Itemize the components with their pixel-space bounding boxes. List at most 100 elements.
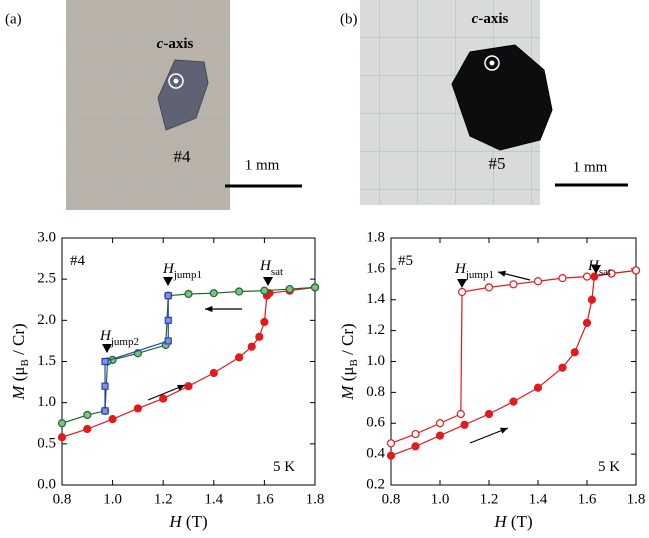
x-tick-label: 1.2 bbox=[480, 491, 499, 507]
marker bbox=[559, 364, 566, 371]
marker bbox=[256, 333, 263, 340]
marker bbox=[236, 288, 243, 295]
marker bbox=[437, 420, 444, 427]
marker bbox=[84, 412, 91, 419]
marker-triangle bbox=[263, 277, 273, 286]
marker bbox=[261, 287, 268, 294]
marker bbox=[584, 319, 591, 326]
figure: (a) (b) c-axis c-axis #4 #5 1 mm 1 mm 0.… bbox=[0, 0, 649, 538]
photo-a bbox=[66, 0, 302, 210]
annotation-sub: jump2 bbox=[110, 336, 139, 348]
y-tick-label: 1.5 bbox=[37, 353, 56, 369]
marker bbox=[236, 354, 243, 361]
axis-label: c-axis bbox=[157, 36, 194, 52]
marker bbox=[412, 443, 419, 450]
axis-label: c-axis bbox=[472, 11, 509, 27]
marker-triangle bbox=[163, 277, 173, 286]
y-tick-label: 1.0 bbox=[366, 353, 385, 369]
marker bbox=[571, 349, 578, 356]
annotation: #4 bbox=[70, 253, 86, 269]
annotation: #5 bbox=[398, 253, 413, 269]
marker bbox=[535, 278, 542, 285]
marker bbox=[261, 318, 268, 325]
annotation-text: 5 K bbox=[273, 459, 295, 475]
marker bbox=[109, 416, 116, 423]
marker bbox=[412, 431, 419, 438]
x-tick-label: 1.2 bbox=[154, 491, 173, 507]
marker bbox=[59, 434, 66, 441]
marker bbox=[510, 281, 517, 288]
y-axis-var: M bbox=[9, 385, 28, 401]
marker bbox=[459, 289, 466, 296]
marker bbox=[102, 408, 108, 414]
marker bbox=[102, 359, 108, 365]
x-tick-label: 1.0 bbox=[103, 491, 122, 507]
panel-label: (b) bbox=[340, 11, 358, 27]
panel-label: (a) bbox=[5, 11, 22, 27]
x-axis-label: H (T) bbox=[493, 512, 532, 531]
marker bbox=[461, 421, 468, 428]
y-axis-label: M (μB / Cr) bbox=[9, 323, 31, 400]
marker bbox=[633, 267, 640, 274]
y-axis-post: / Cr) bbox=[9, 323, 28, 359]
y-tick-label: 1.4 bbox=[366, 291, 385, 307]
x-tick-label: 1.4 bbox=[204, 491, 223, 507]
y-axis-sub: B bbox=[19, 359, 31, 366]
series-line bbox=[62, 287, 315, 423]
x-tick-label: 0.8 bbox=[53, 491, 72, 507]
x-tick-label: 1.8 bbox=[627, 491, 646, 507]
annotation-text: #5 bbox=[398, 253, 413, 269]
y-tick-label: 3.0 bbox=[37, 229, 56, 245]
scale-label: 1 mm bbox=[245, 157, 280, 173]
y-tick-label: 0.5 bbox=[37, 435, 56, 451]
marker bbox=[457, 410, 464, 417]
sample-label: #5 bbox=[489, 154, 506, 173]
y-tick-label: 0.2 bbox=[366, 476, 385, 492]
series-line bbox=[62, 287, 315, 437]
x-axis-unit: (T) bbox=[182, 512, 208, 531]
x-tick-label: 1.8 bbox=[306, 491, 325, 507]
y-tick-label: 1.2 bbox=[366, 322, 385, 338]
y-tick-label: 0.6 bbox=[366, 415, 385, 431]
marker bbox=[312, 284, 319, 291]
marker bbox=[160, 395, 167, 402]
marker bbox=[102, 383, 108, 389]
annotation: Hjump1 bbox=[454, 261, 494, 280]
x-tick-label: 0.8 bbox=[382, 491, 401, 507]
marker-triangle bbox=[457, 279, 467, 288]
marker bbox=[559, 275, 566, 282]
annotation: Hsat bbox=[259, 258, 283, 277]
marker bbox=[437, 432, 444, 439]
arrow-head bbox=[205, 306, 212, 312]
marker bbox=[486, 284, 493, 291]
annotation-text: #4 bbox=[70, 253, 86, 269]
marker bbox=[165, 317, 171, 323]
y-tick-label: 0.0 bbox=[37, 476, 56, 492]
marker bbox=[165, 338, 171, 344]
arrow-head bbox=[498, 271, 506, 277]
marker bbox=[59, 420, 66, 427]
y-tick-label: 0.4 bbox=[366, 446, 385, 462]
x-tick-label: 1.6 bbox=[578, 491, 597, 507]
marker bbox=[388, 440, 395, 447]
marker bbox=[84, 426, 91, 433]
sample-label: #4 bbox=[174, 147, 192, 166]
series-line bbox=[391, 270, 636, 443]
marker bbox=[185, 290, 192, 297]
y-axis-var: M bbox=[338, 385, 357, 401]
y-axis-label: M (μB / Cr) bbox=[338, 323, 360, 400]
x-tick-label: 1.0 bbox=[431, 491, 450, 507]
arrow-head bbox=[500, 428, 508, 434]
annotation: 5 K bbox=[273, 459, 295, 475]
y-axis-sub: B bbox=[348, 359, 360, 366]
marker-triangle bbox=[102, 344, 112, 353]
annotation: 5 K bbox=[598, 459, 620, 475]
x-tick-label: 1.4 bbox=[529, 491, 548, 507]
y-tick-label: 2.0 bbox=[37, 312, 56, 328]
marker bbox=[388, 452, 395, 459]
series-line bbox=[391, 270, 636, 455]
marker bbox=[134, 405, 141, 412]
annotation-text: 5 K bbox=[598, 459, 620, 475]
